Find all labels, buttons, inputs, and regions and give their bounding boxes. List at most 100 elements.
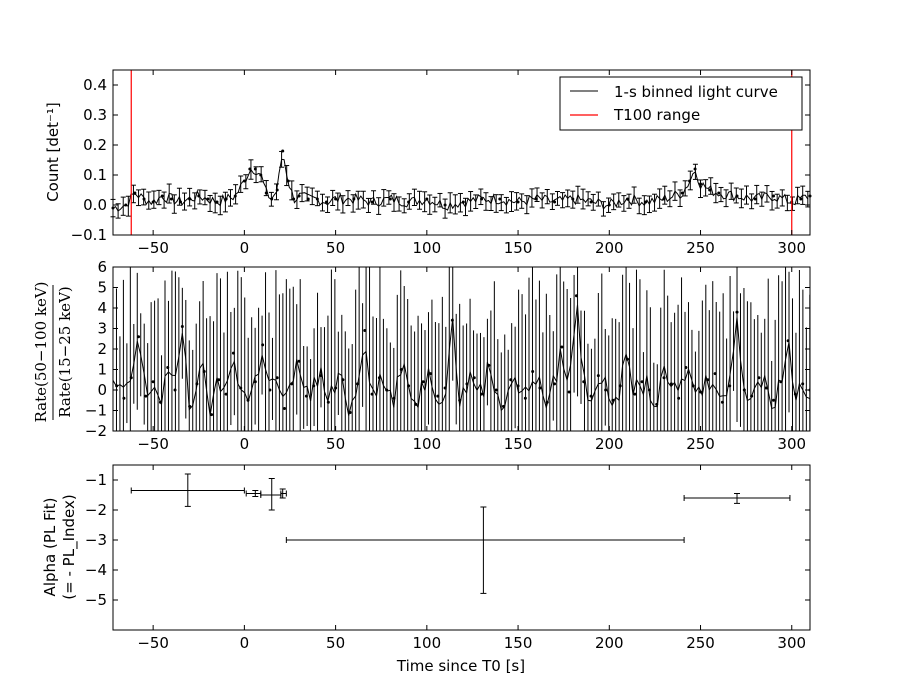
light-curve-ylabel: Count [det⁻¹] [44,102,62,202]
data-point [516,200,520,204]
data-point [281,149,285,153]
data-point [538,386,542,390]
data-point [275,376,279,380]
y-tick-label: 0.2 [83,136,107,154]
data-point [516,384,520,388]
data-point [341,378,345,382]
data-point [720,400,724,404]
data-point [498,197,502,201]
data-point [290,382,294,386]
x-tick-label: 250 [686,634,715,652]
data-point [618,384,622,388]
data-point [231,351,235,355]
data-point [534,197,538,201]
legend-label-light-curve: 1-s binned light curve [614,83,778,101]
data-point [297,194,301,198]
data-point [326,400,330,404]
alpha-point [245,490,262,497]
alpha-point [683,493,791,504]
data-point [151,380,155,384]
alpha-point [130,473,245,507]
data-point [179,200,183,204]
data-point [571,197,575,201]
x-tick-label: 150 [504,634,533,652]
data-point [655,402,659,406]
legend-box [559,76,803,131]
data-point [407,200,411,204]
data-point [392,396,396,400]
data-point [352,197,356,201]
data-point [713,372,717,376]
data-point [270,197,274,201]
data-point [589,200,593,204]
data-point [142,197,146,201]
y-tick-label: −4 [85,561,107,579]
data-point [137,335,141,339]
x-tick-label: 200 [595,435,624,453]
y-tick-label: −2 [85,422,107,440]
data-point [582,380,586,384]
data-point [779,380,783,384]
data-point [487,363,491,367]
hardness-ratio-series [113,267,810,431]
data-point [589,394,593,398]
data-point [180,324,184,328]
data-point [224,392,228,396]
x-tick-label: −50 [137,435,169,453]
data-point [633,392,637,396]
x-axis-label: Time since T0 [s] [396,657,525,675]
data-point [355,382,359,386]
data-point [560,345,564,349]
data-point [786,339,790,343]
x-tick-label: 50 [326,239,345,257]
data-point [144,394,148,398]
data-point [124,203,128,207]
data-point [735,194,739,198]
x-tick-label: 150 [504,239,533,257]
data-point [553,382,557,386]
y-tick-label: −5 [85,591,107,609]
data-point [480,392,484,396]
light-curve-ticks: −50 0 50 100 150 200 250 300 −0.1 0.0 0.1 0.2 0.3 0.4 [71,70,810,257]
data-point [742,388,746,392]
data-point [669,382,673,386]
data-point [414,402,418,406]
data-point [246,398,250,402]
data-point [699,182,703,186]
y-tick-label: −2 [85,501,107,519]
data-point [472,376,476,380]
x-tick-label: 200 [595,239,624,257]
data-point [443,386,447,390]
data-point [324,200,328,204]
alpha-point [285,506,685,594]
data-point [133,191,137,195]
data-point [626,197,630,201]
alpha-axes [112,464,811,631]
data-point [195,382,199,386]
data-point [662,376,666,380]
data-point [680,191,684,195]
y-tick-label: 2 [97,340,107,358]
data-point [242,179,246,183]
data-point [545,400,549,404]
data-point [261,343,265,347]
data-point [239,386,243,390]
x-tick-label: 300 [777,634,806,652]
data-point [304,394,308,398]
alpha-point [260,478,282,511]
data-point [425,197,429,201]
data-point [662,197,666,201]
hardness-ratio-ylabel: Rate(50−100 keV) Rate(15−25 keV) [32,281,74,422]
y-tick-label: 6 [97,258,107,276]
data-point [129,376,133,380]
data-point [233,194,237,198]
data-point [306,197,310,201]
data-point [334,386,338,390]
y-tick-label: 0.1 [83,166,107,184]
data-point [206,197,210,201]
data-point [169,197,173,201]
hardness-ratio-axes [112,266,811,432]
data-point [480,197,484,201]
data-point [217,378,221,382]
data-point [407,384,411,388]
